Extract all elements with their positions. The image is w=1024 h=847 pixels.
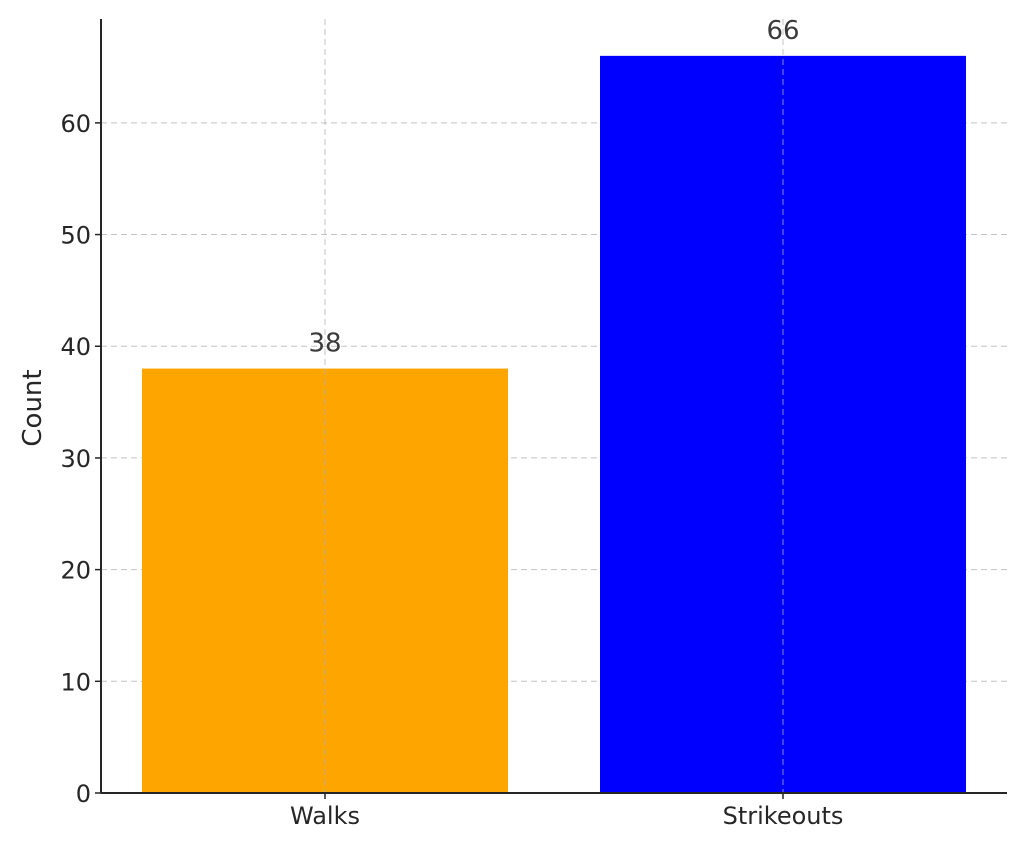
- y-axis-label: Count: [18, 369, 48, 446]
- x-tick-label-strikeouts: Strikeouts: [723, 802, 844, 830]
- data-label-strikeouts: 66: [766, 16, 799, 46]
- y-ticks: 0 10 20 30 40 50 60: [60, 110, 101, 808]
- data-label-walks: 38: [308, 329, 341, 359]
- data-labels: 38 66: [308, 16, 799, 359]
- y-tick-label-20: 20: [60, 557, 91, 585]
- y-tick-label-30: 30: [60, 445, 91, 473]
- bars-layer: [142, 19, 966, 794]
- y-tick-label-50: 50: [60, 222, 91, 250]
- y-tick-label-60: 60: [60, 110, 91, 138]
- y-tick-label-10: 10: [60, 668, 91, 696]
- y-tick-label-40: 40: [60, 333, 91, 361]
- x-tick-label-walks: Walks: [290, 802, 360, 830]
- y-tick-label-0: 0: [76, 780, 91, 808]
- x-ticks: Walks Strikeouts: [290, 793, 843, 830]
- axes-layer: [100, 19, 1007, 794]
